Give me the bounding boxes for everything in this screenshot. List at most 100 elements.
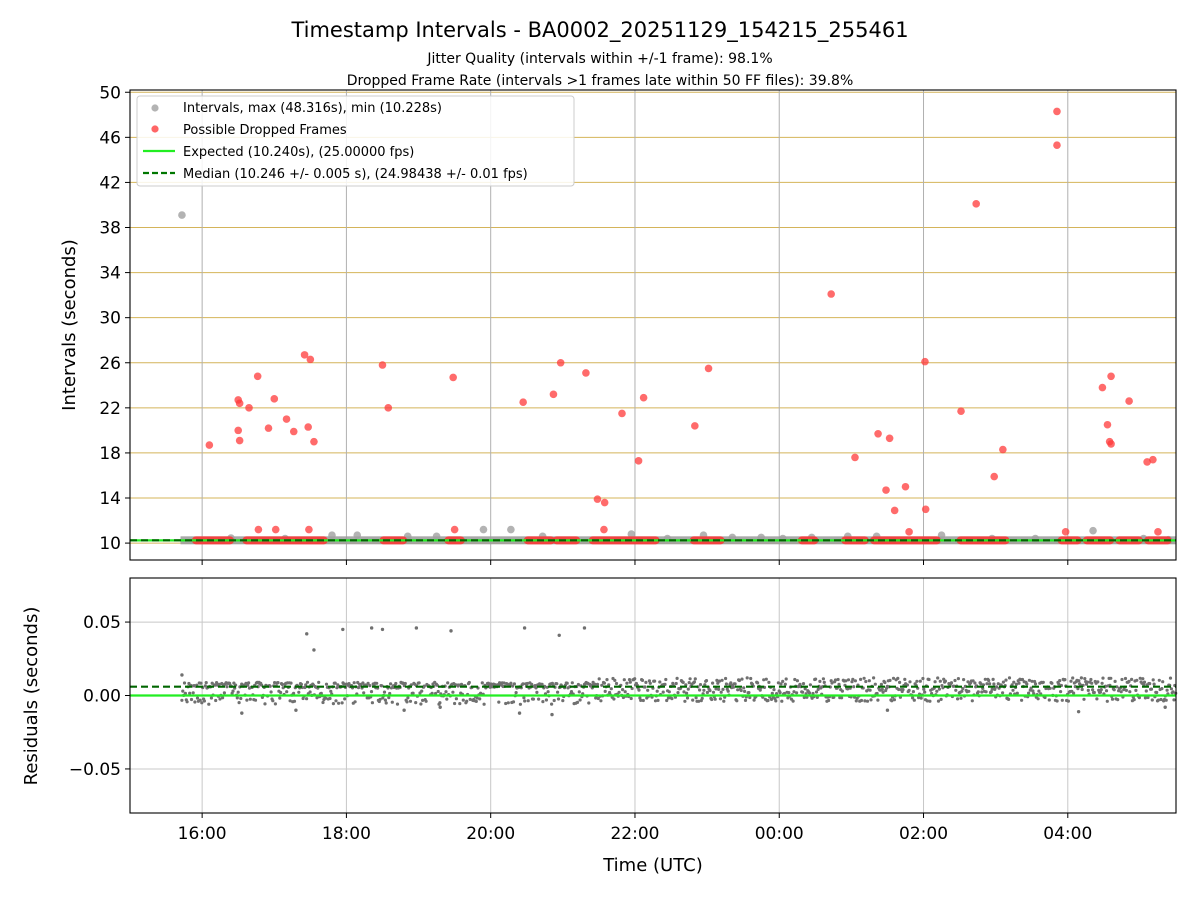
residual-point — [735, 699, 739, 703]
residual-point — [745, 676, 749, 680]
residual-point — [444, 690, 448, 694]
residual-point — [570, 681, 574, 685]
residual-point — [273, 681, 277, 685]
residual-point — [369, 690, 374, 694]
dropped-frame-point — [254, 525, 263, 534]
residual-point — [506, 701, 510, 705]
legend-label-dropped: Possible Dropped Frames — [183, 123, 347, 138]
residual-point — [419, 702, 423, 706]
residual-point — [276, 681, 280, 685]
residual-point — [836, 677, 840, 682]
residual-outlier — [414, 626, 419, 630]
residual-point — [191, 691, 195, 695]
residual-point — [1119, 690, 1123, 694]
dropped-frame-point — [384, 404, 393, 412]
dropped-frame-point — [639, 393, 648, 402]
residual-point — [960, 689, 964, 693]
residual-point — [453, 701, 457, 706]
residual-point — [468, 697, 472, 702]
residual-point — [667, 690, 671, 694]
residual-point — [747, 691, 751, 695]
residual-point — [1001, 691, 1005, 695]
residual-point — [231, 689, 235, 693]
residual-point — [988, 682, 992, 686]
residual-point — [218, 697, 222, 701]
residual-point — [915, 679, 919, 683]
residual-point — [737, 678, 742, 683]
residual-point — [840, 689, 845, 693]
residual-point — [784, 677, 788, 681]
residual-point — [324, 682, 329, 686]
residual-point — [685, 696, 690, 700]
residual-point — [854, 699, 858, 703]
top-y-tick-label: 38 — [99, 219, 121, 239]
residual-point — [1004, 678, 1008, 682]
residual-point — [959, 696, 963, 700]
residual-point — [953, 678, 957, 683]
residual-point — [736, 688, 740, 692]
residual-point — [555, 682, 559, 686]
residual-point — [1059, 690, 1063, 694]
residual-point — [368, 684, 372, 688]
residual-point — [526, 699, 530, 703]
residual-point — [319, 691, 323, 695]
x-axis-label: Time (UTC) — [602, 855, 703, 876]
residual-point — [719, 690, 723, 694]
x-tick-label: 22:00 — [610, 824, 659, 844]
top-y-tick-label: 14 — [99, 489, 121, 509]
residual-point — [217, 682, 221, 687]
residual-point — [973, 681, 977, 685]
residual-point — [387, 696, 391, 700]
residual-point — [361, 681, 365, 685]
residual-point — [691, 698, 695, 702]
residual-point — [457, 683, 461, 687]
dropped-frame-point — [634, 457, 643, 465]
residual-point — [509, 681, 513, 685]
residual-point — [331, 702, 335, 706]
residual-point — [621, 695, 626, 700]
dropped-frame-point — [972, 200, 980, 208]
residual-point — [987, 678, 991, 683]
residual-point — [362, 691, 366, 695]
residual-point — [756, 681, 760, 685]
residual-point — [644, 680, 648, 685]
residual-point — [600, 683, 604, 687]
residual-point — [458, 702, 462, 706]
dropped-frame-point — [310, 437, 318, 446]
residual-point — [692, 680, 697, 684]
residual-point — [1033, 679, 1037, 684]
residual-point — [1011, 688, 1015, 692]
residual-point — [1096, 680, 1100, 684]
interval-point — [1089, 526, 1097, 535]
residual-point — [1076, 687, 1080, 691]
residual-point — [1037, 689, 1041, 693]
residual-point — [375, 681, 379, 685]
residual-point — [1060, 698, 1064, 702]
residual-point — [627, 678, 632, 682]
residual-point — [676, 691, 680, 695]
residual-point — [837, 682, 841, 687]
top-y-tick-label: 18 — [99, 444, 121, 464]
dropped-frame-point — [882, 486, 890, 494]
residual-outlier — [180, 673, 184, 677]
x-tick-label: 16:00 — [178, 824, 227, 844]
residual-point — [1132, 698, 1136, 702]
residual-point — [315, 696, 319, 700]
residual-point — [421, 698, 425, 703]
residual-point — [994, 685, 999, 689]
residual-point — [1057, 682, 1061, 686]
dropped-frame-point — [306, 355, 315, 364]
residual-point — [514, 691, 518, 695]
dropped-frame-point — [549, 390, 558, 399]
dropped-frame-point — [921, 505, 930, 514]
residual-point — [766, 698, 770, 703]
residual-point — [395, 702, 400, 706]
residual-point — [1082, 697, 1086, 701]
residual-point — [340, 701, 344, 705]
residual-point — [907, 688, 911, 693]
residual-point — [1083, 677, 1087, 681]
residual-point — [801, 690, 805, 694]
residual-point — [370, 701, 374, 705]
residual-point — [248, 697, 252, 701]
residual-point — [215, 681, 219, 685]
